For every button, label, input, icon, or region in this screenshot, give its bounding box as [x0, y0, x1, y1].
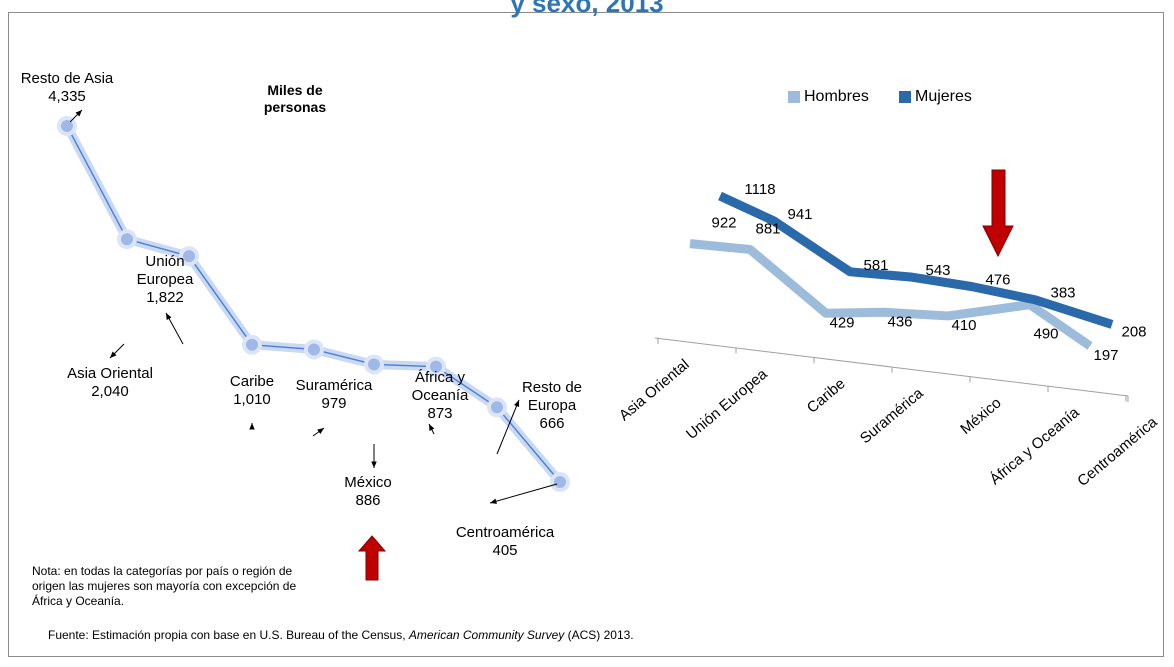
left-label-resto-de-europa-arrow-head [514, 400, 520, 407]
left-label--frica-y-ocean-a-line-2: 873 [427, 405, 453, 422]
left-label-centroam-rica-line-0: Centroamérica [455, 524, 555, 541]
left-label-caribe-line-1: 1,010 [233, 391, 271, 408]
hombres-value-6: 197 [1093, 347, 1118, 364]
left-label-m-xico-line-0: México [344, 474, 392, 491]
series-line-hombres [689, 239, 1093, 350]
left-point-2 [183, 250, 195, 263]
chart-frame [8, 12, 1164, 657]
legend-hombres: Hombres [788, 88, 869, 106]
right-category--frica-y-ocean-a: África y Oceanía [987, 404, 1083, 489]
left-label-uni-n-europea-line-0: Unión [145, 253, 185, 270]
left-label--frica-y-ocean-a-line-0: África y [414, 369, 465, 386]
left-label-resto-de-europa: Resto de Europa 666 [482, 379, 622, 433]
source-suffix: (ACS) 2013. [564, 628, 634, 642]
source-text: Fuente: Estimación propia con base en U.… [48, 628, 634, 643]
legend-swatch-hombres [788, 91, 800, 103]
mujeres-value-6: 208 [1121, 323, 1146, 340]
left-point-8 [554, 476, 566, 488]
series-line-mujeres [718, 191, 1114, 329]
legend-mujeres: Mujeres [899, 88, 972, 106]
hombres-value-0: 922 [711, 215, 736, 232]
left-label-resto-de-europa-arrow-line [496, 399, 520, 455]
right-category-asia-oriental: Asia Oriental [616, 356, 693, 424]
left-label-centroam-rica-arrow-line [489, 483, 558, 504]
left-label-m-xico-arrow-head [371, 461, 377, 468]
hombres-value-3: 436 [887, 313, 912, 330]
legend-label-mujeres: Mujeres [915, 88, 972, 105]
right-category-centroam-rica: Centroamérica [1074, 413, 1161, 490]
left-label-asia-oriental: Asia Oriental 2,040 [40, 365, 180, 401]
left-label-resto-de-asia-arrow-head [75, 110, 82, 117]
note-text: Nota: en todas la categorías por país o … [32, 564, 297, 608]
left-label-asia-oriental-line-0: Asia Oriental [67, 365, 153, 382]
mujeres-value-2: 581 [863, 257, 888, 274]
left-label--frica-y-ocean-a-line-1: Oceanía [411, 387, 469, 404]
left-point-1 [121, 233, 133, 246]
left-label--frica-y-ocean-a-arrow-head [429, 424, 435, 431]
left-label-asia-oriental-line-1: 2,040 [91, 383, 129, 400]
left-point-4 [308, 343, 320, 356]
units-label: Miles de personas [263, 82, 327, 115]
left-label-uni-n-europea-line-2: 1,822 [146, 289, 184, 306]
left-label-suram-rica: Suramérica 979 [264, 377, 404, 413]
legend-label-hombres: Hombres [804, 88, 869, 105]
right-category-caribe: Caribe [804, 375, 849, 416]
left-label-centroam-rica: Centroamérica 405 [435, 524, 575, 560]
left-label-resto-de-asia-line-1: 4,335 [48, 88, 86, 105]
left-label-suram-rica-line-0: Suramérica [295, 377, 373, 394]
source-italic: American Community Survey [408, 628, 565, 642]
mujeres-value-1: 941 [787, 206, 812, 223]
hombres-value-2: 429 [829, 314, 854, 331]
left-label-caribe: Caribe 1,010 [182, 373, 322, 409]
right-category-suram-rica: Suramérica [857, 384, 927, 447]
mujeres-value-0: 1118 [744, 181, 775, 198]
left-point-0 [61, 120, 73, 132]
left-point-3 [246, 338, 258, 351]
red-up-arrow [357, 535, 387, 581]
left-label-m-xico: México 886 [298, 474, 438, 510]
left-label-suram-rica-line-1: 979 [321, 395, 347, 412]
left-point-5 [368, 358, 380, 371]
left-label-centroam-rica-arrow-head [490, 498, 497, 504]
left-point-7 [491, 401, 503, 414]
left-label-resto-de-europa-line-1: Europa [527, 397, 577, 414]
left-label-caribe-line-0: Caribe [229, 373, 275, 390]
left-label-resto-de-europa-line-0: Resto de [521, 379, 583, 396]
left-label-uni-n-europea-arrow-head [166, 313, 172, 320]
left-label-resto-de-asia-line-0: Resto de Asia [20, 70, 114, 87]
left-label-caribe-arrow-head [249, 423, 255, 430]
left-label-resto-de-europa-line-2: 666 [539, 415, 565, 432]
left-label-m-xico-line-1: 886 [355, 492, 381, 509]
left-label--frica-y-ocean-a: África y Oceanía 873 [370, 369, 510, 423]
chart-title: y sexo, 2013 [510, 0, 664, 18]
left-label-resto-de-asia: Resto de Asia 4,335 [0, 70, 137, 106]
legend-swatch-mujeres [899, 91, 911, 103]
left-label-asia-oriental-arrow-head [110, 351, 117, 358]
mujeres-value-4: 476 [985, 272, 1010, 289]
left-label-uni-n-europea-line-1: Europea [136, 271, 194, 288]
left-label-suram-rica-arrow-head [317, 428, 324, 434]
hombres-value-1: 881 [755, 220, 780, 237]
left-label-uni-n-europea: Unión Europea 1,822 [95, 253, 235, 307]
mujeres-value-5: 383 [1050, 285, 1075, 302]
red-down-arrow [982, 169, 1014, 258]
right-category-m-xico: México [957, 394, 1004, 438]
hombres-value-4: 410 [951, 317, 976, 334]
mujeres-value-3: 543 [925, 262, 950, 279]
source-prefix: Fuente: Estimación propia con base en U.… [48, 628, 409, 642]
right-category-uni-n-europea: Unión Europea [683, 365, 771, 443]
left-point-6 [430, 360, 442, 373]
left-label-centroam-rica-line-1: 405 [492, 542, 518, 559]
hombres-value-5: 490 [1033, 326, 1058, 343]
